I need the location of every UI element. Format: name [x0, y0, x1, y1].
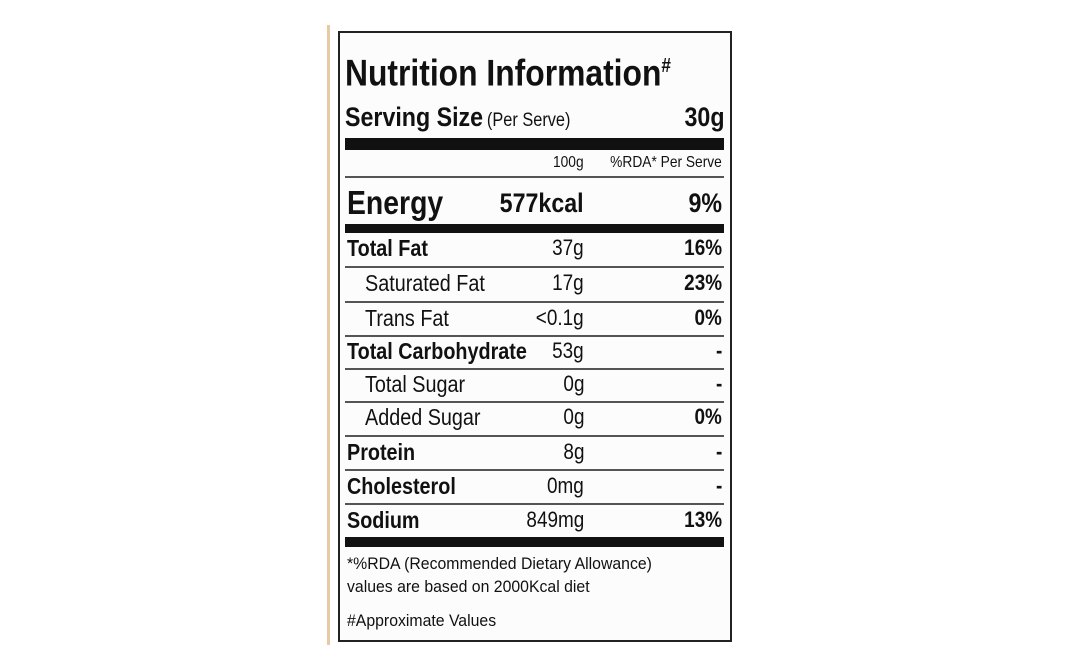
nutrient-100g: <0.1g: [536, 305, 584, 330]
nutrient-name: Total Fat: [347, 235, 428, 261]
title-mark: #: [661, 55, 671, 77]
nutrient-rda: -: [715, 473, 722, 498]
energy-label: Energy: [347, 184, 444, 221]
nutrient-rda: 23%: [684, 270, 722, 295]
title: Nutrition Information#: [345, 46, 671, 93]
thin-rule: [345, 469, 724, 471]
thin-rule: [345, 335, 724, 337]
thin-rule: [345, 301, 724, 303]
thin-rule: [345, 266, 724, 268]
photo-edge: [327, 25, 330, 645]
thin-rule: [345, 503, 724, 505]
nutrient-rda: 13%: [684, 507, 722, 532]
nutrient-rda: 0%: [694, 404, 722, 429]
nutrient-name: Saturated Fat: [365, 270, 485, 296]
nutrient-rda: -: [715, 338, 722, 363]
nutrient-100g: 53g: [552, 338, 584, 363]
nutrient-rda: -: [715, 371, 722, 396]
thick-rule: [345, 138, 724, 150]
footnote: *%RDA (Recommended Dietary Allowance): [347, 554, 652, 573]
nutrient-rda: -: [715, 439, 722, 464]
thin-rule: [345, 176, 724, 178]
thick-rule: [345, 537, 724, 547]
energy-value: 577kcal: [500, 188, 584, 218]
nutrient-100g: 0mg: [547, 473, 584, 498]
nutrient-100g: 37g: [552, 235, 584, 260]
thin-rule: [345, 368, 724, 370]
thick-rule: [345, 224, 724, 233]
nutrient-100g: 849mg: [526, 507, 584, 532]
nutrient-name: Sodium: [347, 507, 420, 533]
footnote: #Approximate Values: [347, 611, 497, 630]
nutrient-100g: 8g: [562, 439, 584, 464]
nutrient-rda: 0%: [694, 305, 722, 330]
nutrient-rda: 16%: [684, 235, 722, 260]
footnote: values are based on 2000Kcal diet: [347, 577, 590, 596]
serving-size: Serving Size (Per Serve): [345, 102, 570, 137]
nutrient-name: Cholesterol: [347, 473, 456, 499]
thin-rule: [345, 401, 724, 403]
serving-label: Serving Size: [345, 102, 484, 132]
column-header: 100g: [553, 154, 584, 171]
nutrient-name: Added Sugar: [365, 404, 481, 430]
nutrient-name: Total Carbohydrate: [347, 338, 527, 364]
nutrient-100g: 0g: [562, 371, 584, 396]
nutrient-100g: 0g: [562, 404, 584, 429]
nutrient-name: Trans Fat: [365, 305, 449, 331]
thin-rule: [345, 435, 724, 437]
energy-rda: 9%: [688, 188, 722, 218]
serving-note: (Per Serve): [486, 110, 571, 131]
nutrient-100g: 17g: [552, 270, 584, 295]
serving-value: 30g: [684, 102, 725, 132]
column-header: %RDA* Per Serve: [610, 154, 722, 171]
nutrient-name: Total Sugar: [365, 371, 466, 397]
nutrient-name: Protein: [347, 439, 416, 465]
title-text: Nutrition Information: [345, 52, 662, 94]
